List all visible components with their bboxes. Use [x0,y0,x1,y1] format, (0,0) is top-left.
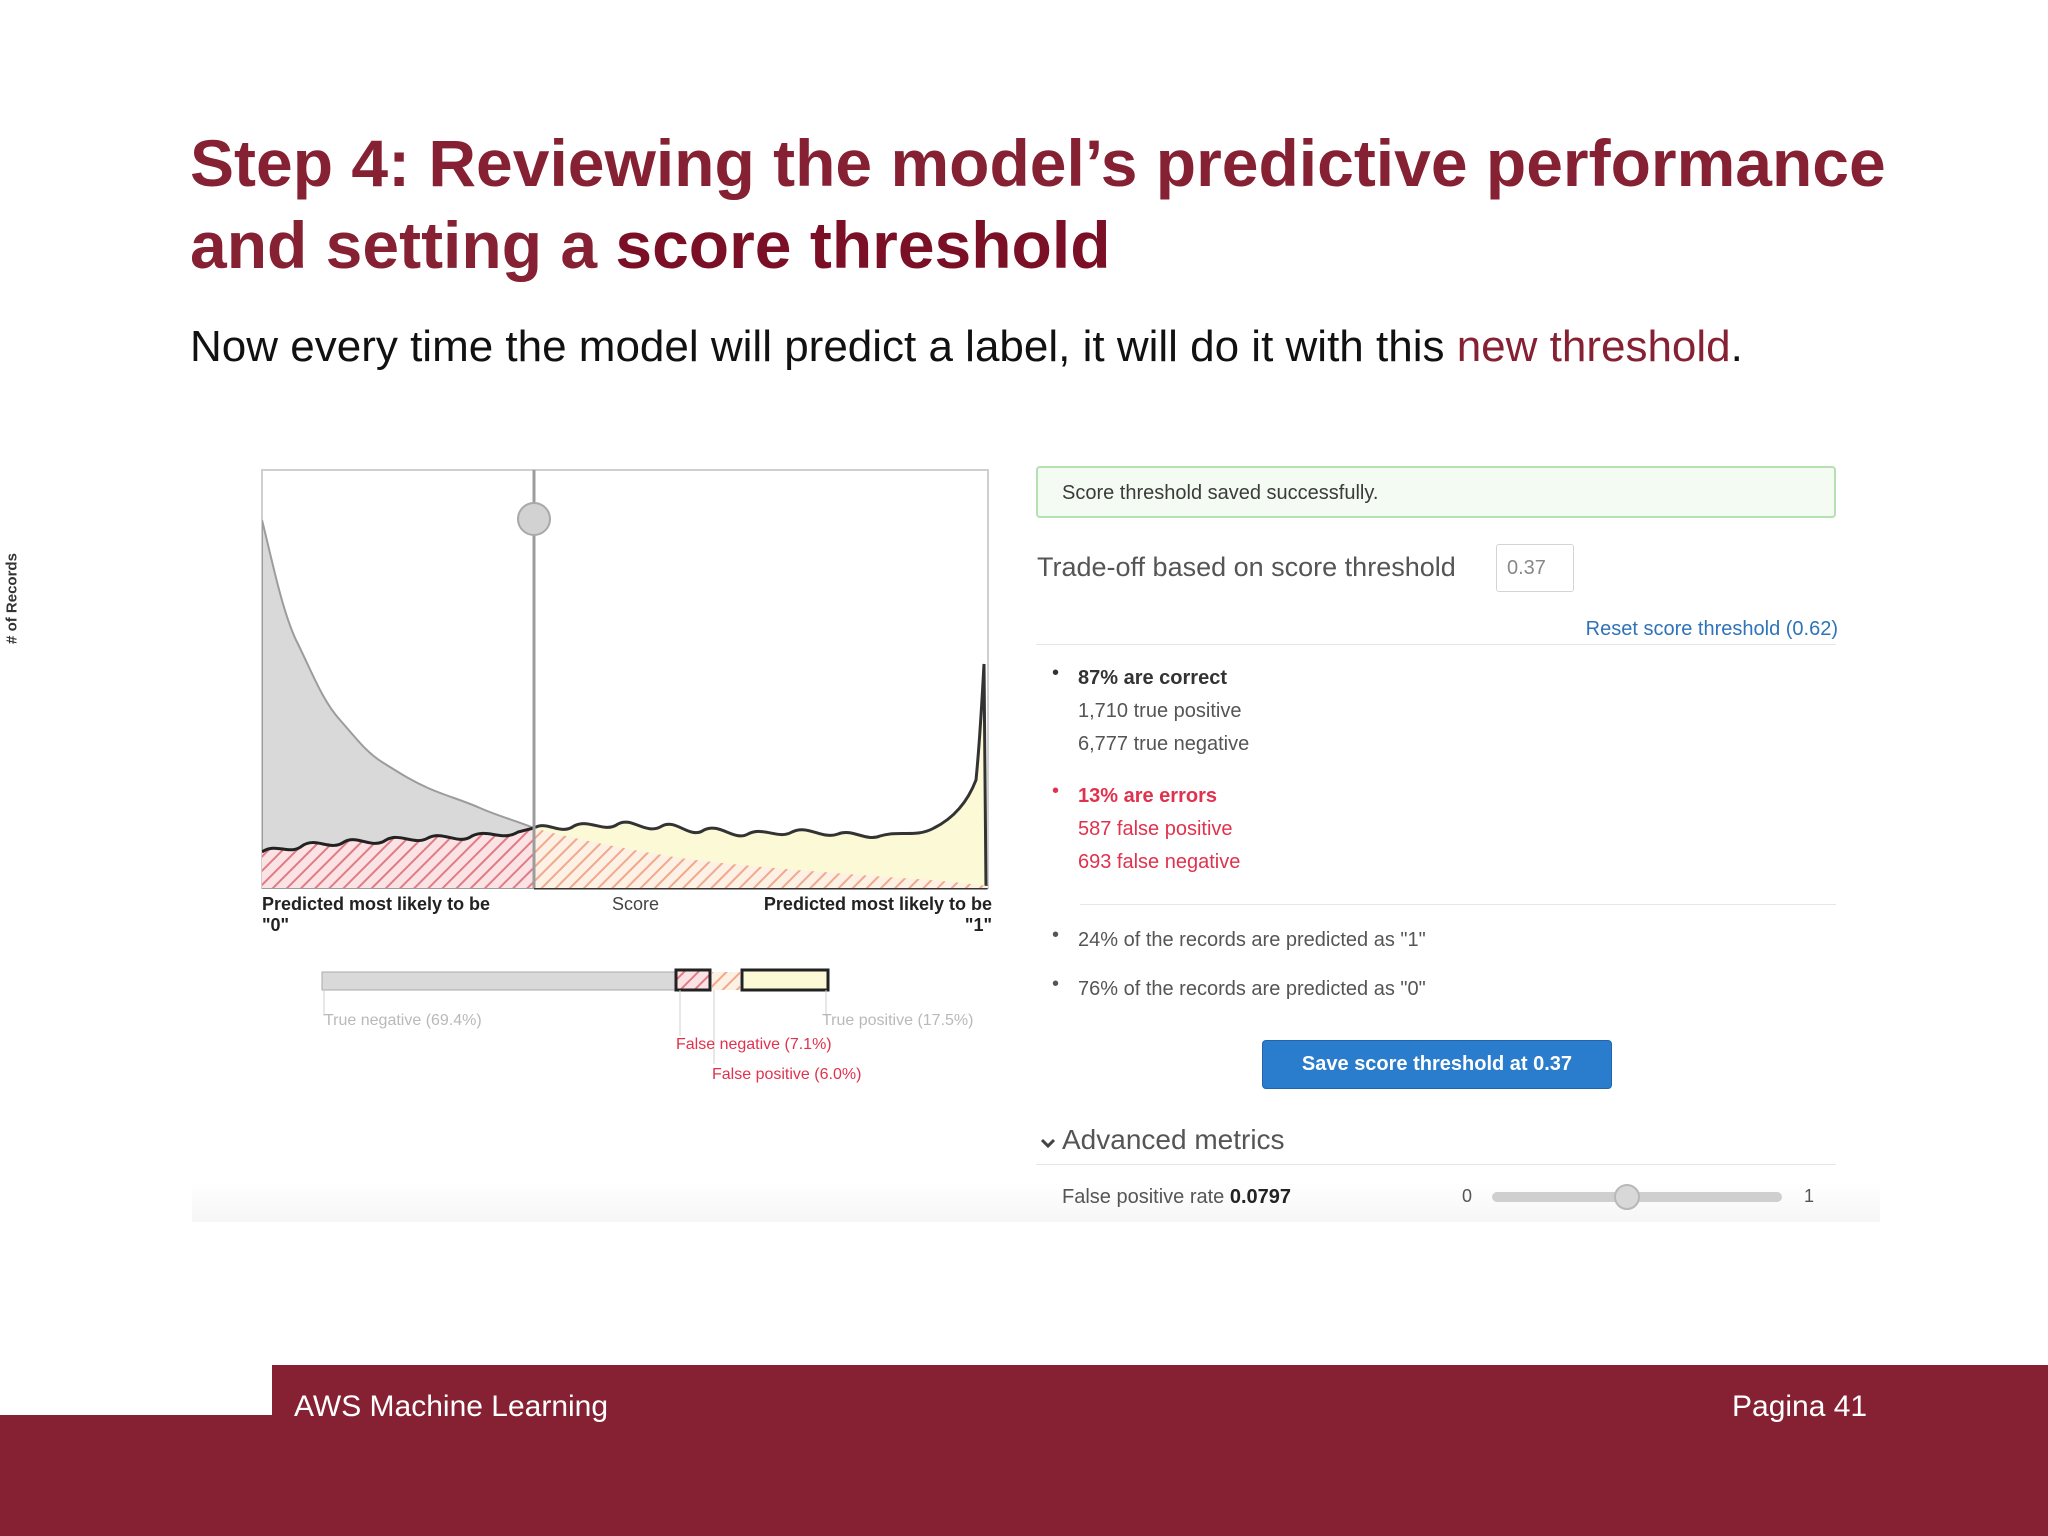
correct-item: 87% are correct 1,710 true positive 6,77… [1050,662,1249,761]
false-positive-rate: False positive rate 0.0797 [1062,1186,1291,1209]
reset-threshold-link[interactable]: Reset score threshold (0.62) [1585,618,1838,640]
errors-false-positive: 587 false positive [1078,818,1233,840]
chevron-down-icon [1040,1124,1056,1156]
screenshot-fade [192,1182,1880,1222]
false-negative-region [262,828,534,888]
predicted-0-item: 76% of the records are predicted as "0" [1050,973,1426,1006]
true-positive-label: True positive (17.5%) [822,1012,974,1029]
subtitle-text: Now every time the model will predict a … [190,322,1457,371]
x-label-left-line1: Predicted most likely to be [262,894,491,914]
errors-false-negative: 693 false negative [1078,851,1241,873]
false-positive-region [534,828,988,888]
summary-false-negative [674,968,712,992]
true-negative-label: True negative (69.4%) [324,1012,482,1029]
predicted-1-text: 24% of the records are predicted as "1" [1078,929,1426,951]
correct-true-positive: 1,710 true positive [1078,700,1242,722]
fpr-value: 0.0797 [1229,1186,1292,1208]
x-label-score: Score [612,894,660,914]
title-line-1: Step 4: Reviewing the model’s predictive… [190,126,1886,200]
false-positive-label: False positive (6.0%) [712,1066,862,1083]
summary-bar [321,968,830,1064]
divider-bottom [1036,1164,1836,1165]
subtitle-period: . [1730,322,1743,371]
x-label-left-line2: "0" [262,915,290,935]
subtitle-highlight: new threshold [1456,322,1731,371]
advanced-metrics-label: Advanced metrics [1062,1124,1285,1155]
positive-distribution-fill [534,663,988,890]
x-label-right-line2: "1" [964,915,992,935]
correct-header: 87% are correct [1078,667,1227,689]
title-line-2-strong: score threshold [615,208,1111,282]
negative-distribution-fill [262,519,534,889]
fpr-label: False positive rate [1062,1186,1225,1208]
footer-notch [0,1365,272,1415]
predicted-0-text: 76% of the records are predicted as "0" [1078,978,1426,1000]
x-label-right: Predicted most likely to be "1" [746,894,992,936]
footer-title: AWS Machine Learning [294,1390,609,1423]
x-label-right-line1: Predicted most likely to be [763,894,992,914]
success-alert-text: Score threshold saved successfully. [1062,482,1379,504]
negative-outline-line [262,826,534,854]
correct-list: 87% are correct 1,710 true positive 6,77… [1050,662,1249,761]
summary-true-positive [740,968,830,992]
page-number: Pagina 41 [1732,1390,1868,1423]
tradeoff-label: Trade-off based on score threshold [1037,552,1456,582]
errors-list: 13% are errors 587 false positive 693 fa… [1050,780,1240,879]
summary-true-negative [321,971,677,991]
correct-true-negative: 6,777 true negative [1078,733,1250,755]
threshold-handle[interactable] [517,502,551,536]
x-label-left: Predicted most likely to be "0" [262,894,490,936]
false-negative-label: False negative (7.1%) [676,1036,832,1053]
divider-top [1036,644,1836,645]
histogram-y-axis-label: # of Records [3,553,21,644]
slider-max-label: 1 [1804,1186,1815,1206]
prediction-list: 24% of the records are predicted as "1" … [1050,924,1426,1006]
predicted-1-item: 24% of the records are predicted as "1" [1050,924,1426,957]
footer-bar [0,1365,2048,1536]
save-threshold-button[interactable]: Save score threshold at 0.37 [1262,1040,1612,1089]
summary-false-positive [712,972,740,990]
success-alert: Score threshold saved successfully. [1036,466,1836,518]
threshold-input[interactable] [1496,544,1574,592]
advanced-metrics-toggle[interactable]: Advanced metrics [1040,1124,1285,1156]
fpr-slider-thumb[interactable] [1614,1184,1640,1210]
slide-title: Step 4: Reviewing the model’s predictive… [190,122,1990,286]
errors-item: 13% are errors 587 false positive 693 fa… [1050,780,1240,879]
title-line-2-prefix: and setting a [190,208,616,282]
divider-middle [1080,904,1836,905]
slide-subtitle: Now every time the model will predict a … [190,322,1743,372]
slider-min-label: 0 [1462,1186,1473,1206]
errors-header: 13% are errors [1078,785,1217,807]
